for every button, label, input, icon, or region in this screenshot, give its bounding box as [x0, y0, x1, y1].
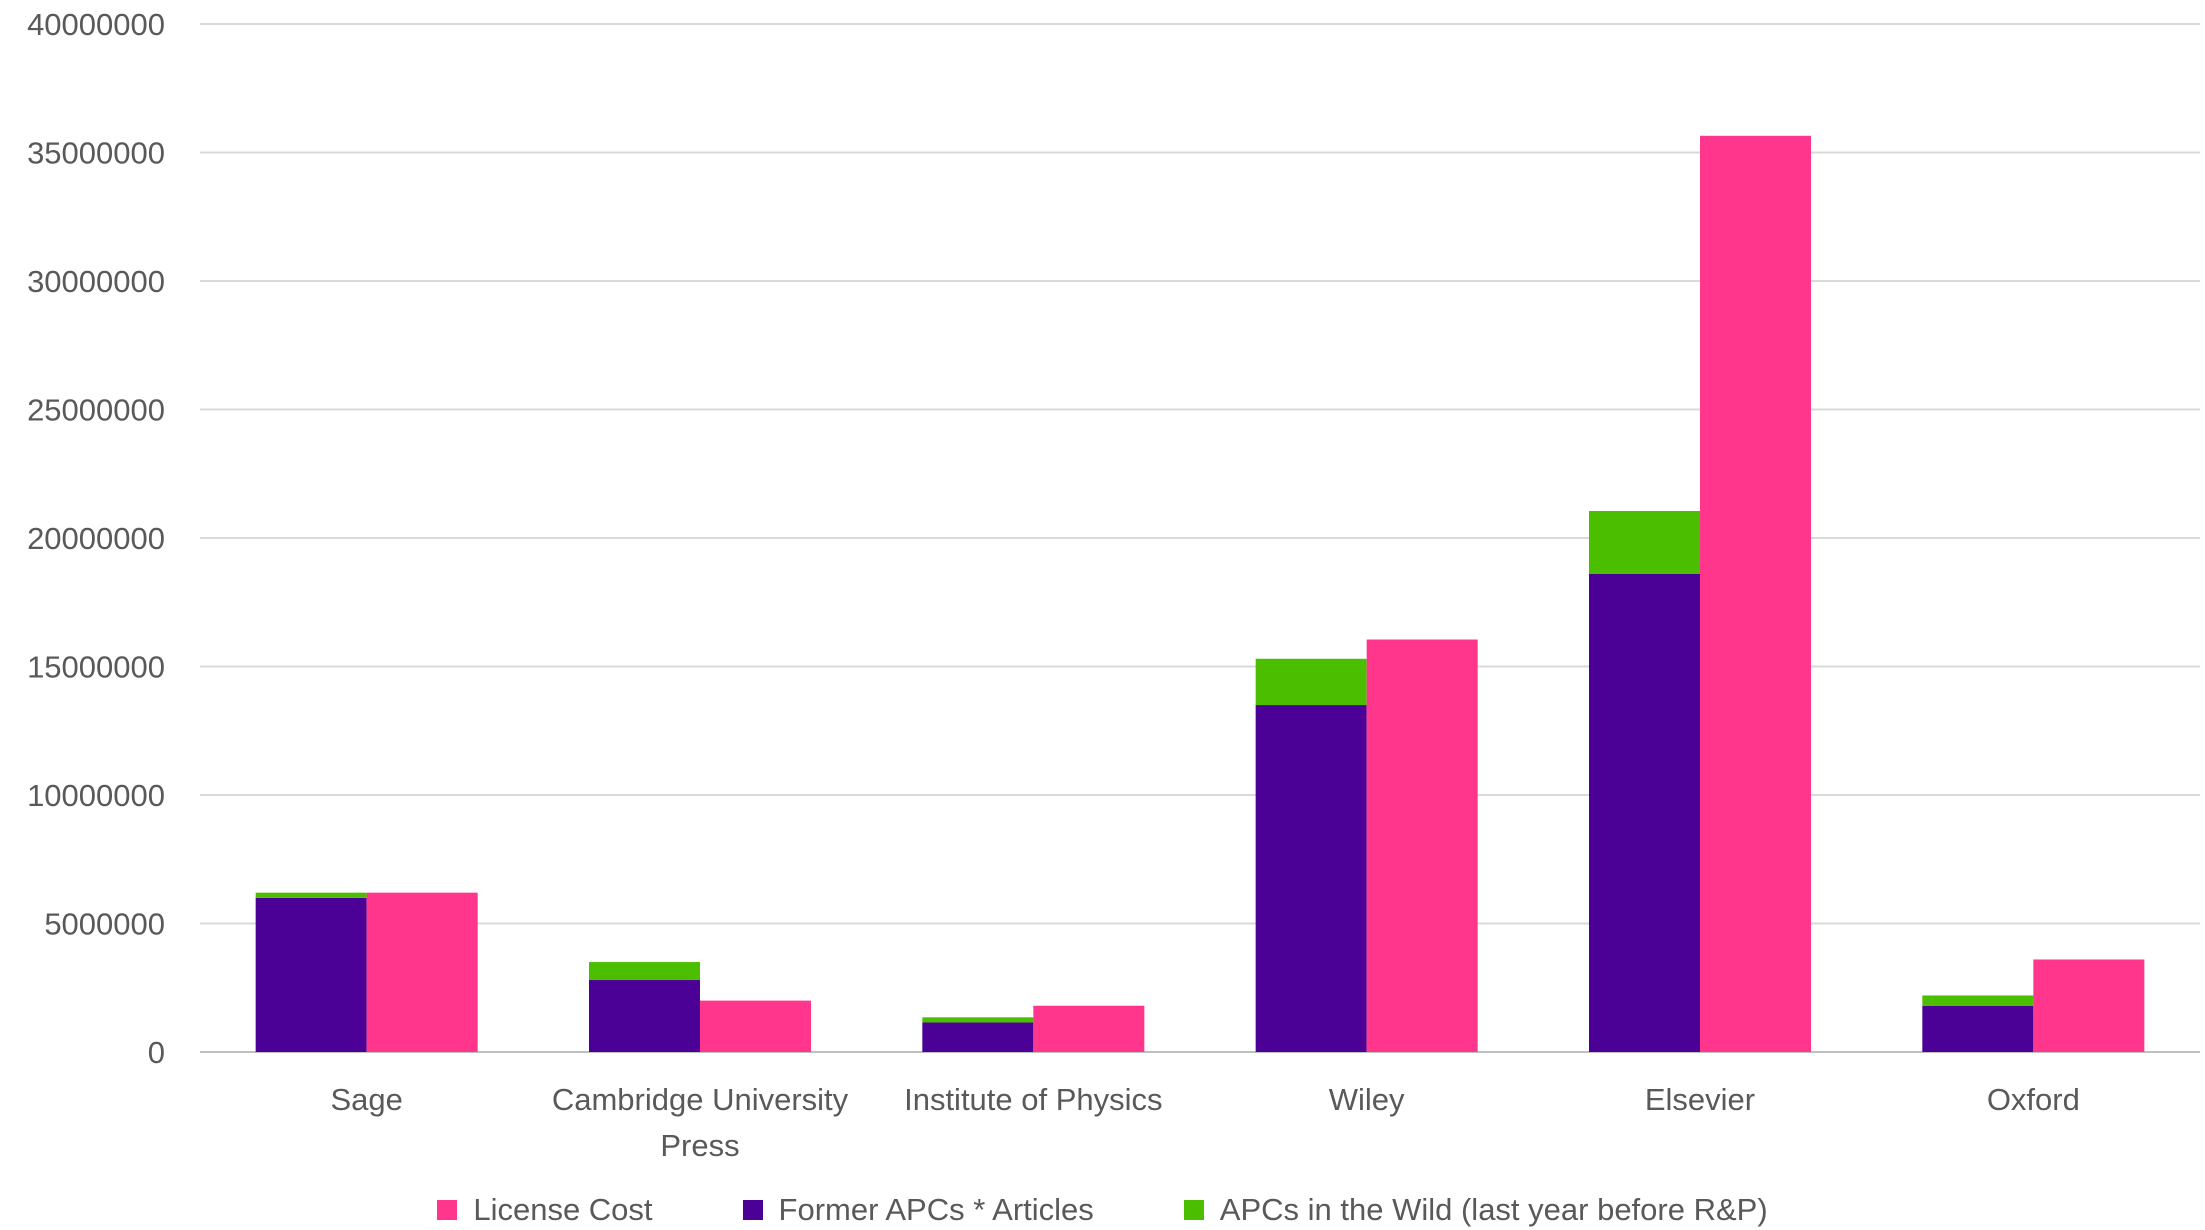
x-axis-category-labels: Sage Cambridge University Press Institute o… [330, 1082, 2079, 1163]
x-category-label-oxford: Oxford [1987, 1082, 2080, 1117]
bar-license-cost-wiley [1366, 639, 1478, 1052]
x-category-label-elsevier: Elsevier [1645, 1082, 1755, 1117]
bar-apcs-in-the-wild-last-year-before-r-p-elsevier [1589, 511, 1700, 574]
y-tick-label: 10000000 [27, 778, 165, 813]
gridlines [200, 23, 2200, 1053]
bar-license-cost-oxford [2033, 959, 2145, 1052]
y-tick-label: 30000000 [27, 264, 165, 299]
bar-apcs-in-the-wild-last-year-before-r-p-cambridge-university-press [589, 962, 700, 981]
y-tick-label: 35000000 [27, 136, 165, 171]
y-tick-label: 0 [148, 1035, 165, 1070]
bar-former-apcs-articles-wiley [1255, 705, 1367, 1052]
bar-license-cost-sage [366, 892, 478, 1052]
legend-swatch-license-cost [437, 1200, 458, 1220]
legend-item-former-apcs: Former APCs * Articles [742, 1192, 1094, 1228]
bar-license-cost-cambridge-university-press [700, 1000, 811, 1052]
legend-label-license-cost: License Cost [473, 1192, 653, 1227]
legend-swatch-apcs-in-the-wild [1183, 1200, 1204, 1220]
bar-apcs-in-the-wild-last-year-before-r-p-sage [255, 892, 367, 898]
bar-former-apcs-articles-institute-of-physics [922, 1022, 1034, 1052]
legend-item-license-cost: License Cost [437, 1192, 653, 1228]
y-axis-tick-labels: 0 5000000 10000000 15000000 20000000 25000000… [27, 7, 165, 1070]
legend-label-former-apcs: Former APCs * Articles [778, 1192, 1094, 1227]
bar-apcs-in-the-wild-last-year-before-r-p-institute-of-physics [922, 1017, 1034, 1023]
y-tick-label: 20000000 [27, 521, 165, 556]
x-category-label-cambridge-university-press: Cambridge University Press [552, 1082, 849, 1163]
bar-former-apcs-articles-elsevier [1589, 573, 1700, 1052]
bar-license-cost-elsevier [1700, 135, 1811, 1053]
bar-former-apcs-articles-oxford [1922, 1005, 2034, 1052]
x-category-label-institute-of-physics: Institute of Physics [904, 1082, 1162, 1117]
x-category-label-sage: Sage [330, 1082, 402, 1117]
legend-label-apcs-in-the-wild: APCs in the Wild (last year before R&P) [1219, 1192, 1768, 1227]
bar-license-cost-institute-of-physics [1033, 1005, 1145, 1052]
y-tick-label: 25000000 [27, 393, 165, 428]
bars [255, 135, 2145, 1053]
bar-former-apcs-articles-sage [255, 897, 367, 1052]
chart: 0 5000000 10000000 15000000 20000000 25000000… [27, 7, 2200, 1163]
legend-swatch-former-apcs [742, 1200, 763, 1220]
legend-item-apcs-in-the-wild: APCs in the Wild (last year before R&P) [1183, 1192, 1768, 1228]
bar-former-apcs-articles-cambridge-university-press [589, 980, 700, 1052]
y-tick-label: 5000000 [44, 907, 165, 942]
bar-apcs-in-the-wild-last-year-before-r-p-wiley [1255, 658, 1367, 706]
x-category-label-wiley: Wiley [1329, 1082, 1405, 1117]
y-tick-label: 40000000 [27, 7, 165, 42]
y-tick-label: 15000000 [27, 650, 165, 685]
legend: License Cost Former APCs * Articles APCs… [0, 1190, 2205, 1230]
bar-apcs-in-the-wild-last-year-before-r-p-oxford [1922, 995, 2034, 1006]
